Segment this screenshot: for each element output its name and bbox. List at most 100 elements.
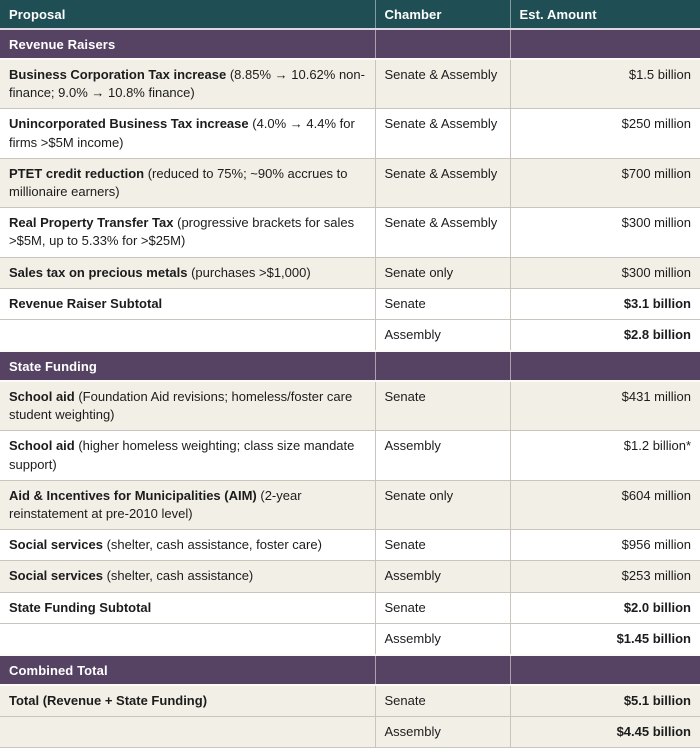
proposal-cell: Aid & Incentives for Municipalities (AIM… bbox=[0, 480, 376, 531]
proposal-name: State Funding Subtotal bbox=[9, 599, 152, 615]
proposal-name: Real Property Transfer Tax bbox=[9, 215, 174, 231]
amount-cell: $1.45 billion bbox=[510, 623, 700, 656]
proposal-detail: (2-year reinstatement at pre-2010 level) bbox=[9, 487, 302, 521]
chamber-cell: Senate bbox=[375, 288, 511, 320]
chamber-cell: Assembly bbox=[375, 430, 511, 481]
amount-cell: $700 million bbox=[510, 158, 700, 209]
proposal-name: Unincorporated Business Tax increase bbox=[9, 116, 249, 132]
proposal-name: Social services bbox=[9, 568, 103, 584]
table-row: School aid (Foundation Aid revisions; ho… bbox=[0, 381, 700, 432]
proposal-name: School aid bbox=[9, 389, 75, 405]
proposal-name: Social services bbox=[9, 537, 103, 553]
amount-cell: $300 million bbox=[510, 257, 700, 289]
proposal-name: Aid & Incentives for Municipalities (AIM… bbox=[9, 487, 257, 503]
proposal-cell: Unincorporated Business Tax increase (4.… bbox=[0, 108, 376, 159]
amount-cell: $2.8 billion bbox=[510, 319, 700, 352]
section-empty-cell bbox=[510, 350, 700, 383]
proposal-cell: Revenue Raiser Subtotal bbox=[0, 288, 376, 320]
proposal-detail: (8.85% → 10.62% non-finance; 9.0% → 10.8… bbox=[9, 67, 365, 101]
proposal-detail: (Foundation Aid revisions; homeless/fost… bbox=[9, 389, 353, 423]
table-header-row: Proposal Chamber Est. Amount bbox=[0, 0, 700, 30]
table-row: School aid (higher homeless weighting; c… bbox=[0, 430, 700, 481]
proposal-name: Sales tax on precious metals bbox=[9, 264, 188, 280]
section-empty-cell bbox=[375, 28, 511, 60]
proposal-detail: (progressive brackets for sales >$5M, up… bbox=[9, 215, 355, 249]
table-row: Assembly $1.45 billion bbox=[0, 623, 700, 656]
proposal-cell: PTET credit reduction (reduced to 75%; ~… bbox=[0, 158, 376, 209]
proposal-cell: Total (Revenue + State Funding) bbox=[0, 684, 376, 718]
section-header-row: Combined Total bbox=[0, 653, 700, 686]
section-title: State Funding bbox=[0, 350, 376, 383]
table-row: Social services (shelter, cash assistanc… bbox=[0, 560, 700, 593]
proposal-detail: (shelter, cash assistance) bbox=[102, 568, 254, 584]
amount-cell: $956 million bbox=[510, 529, 700, 562]
proposal-detail: (reduced to 75%; ~90% accrues to million… bbox=[9, 165, 348, 199]
chamber-cell: Assembly bbox=[375, 716, 511, 748]
amount-cell: $604 million bbox=[510, 480, 700, 531]
column-header-chamber: Chamber bbox=[375, 0, 511, 30]
section-header-row: State Funding bbox=[0, 350, 700, 383]
chamber-cell: Senate bbox=[375, 592, 511, 624]
proposal-cell bbox=[0, 716, 376, 748]
section-empty-cell bbox=[510, 653, 700, 686]
proposal-cell: Business Corporation Tax increase (8.85%… bbox=[0, 59, 376, 110]
proposal-cell: Real Property Transfer Tax (progressive … bbox=[0, 207, 376, 258]
amount-cell: $1.5 billion bbox=[510, 59, 700, 110]
proposal-name: Total (Revenue + State Funding) bbox=[9, 692, 208, 708]
proposal-cell: Social services (shelter, cash assistanc… bbox=[0, 560, 376, 593]
section-header-row: Revenue Raisers bbox=[0, 28, 700, 60]
proposal-detail: (higher homeless weighting; class size m… bbox=[9, 438, 355, 472]
column-header-proposal: Proposal bbox=[0, 0, 376, 30]
proposal-name: PTET credit reduction bbox=[9, 165, 145, 181]
section-title: Combined Total bbox=[0, 653, 376, 686]
column-header-est-amount: Est. Amount bbox=[510, 0, 700, 30]
amount-cell: $431 million bbox=[510, 381, 700, 432]
proposal-name: Revenue Raiser Subtotal bbox=[9, 295, 163, 311]
table-row: Total (Revenue + State Funding) Senate $5.… bbox=[0, 684, 700, 718]
chamber-cell: Senate bbox=[375, 381, 511, 432]
table-row: Social services (shelter, cash assistanc… bbox=[0, 529, 700, 562]
proposal-name: School aid bbox=[9, 438, 75, 454]
amount-cell: $253 million bbox=[510, 560, 700, 593]
chamber-cell: Senate bbox=[375, 529, 511, 562]
table-row: Assembly $4.45 billion bbox=[0, 716, 700, 748]
proposal-cell: State Funding Subtotal bbox=[0, 592, 376, 624]
chamber-cell: Senate & Assembly bbox=[375, 158, 511, 209]
table-row: Revenue Raiser Subtotal Senate $3.1 billio… bbox=[0, 288, 700, 320]
proposal-detail: (4.0% → 4.4% for firms >$5M income) bbox=[9, 116, 355, 150]
chamber-cell: Assembly bbox=[375, 623, 511, 656]
table-row: PTET credit reduction (reduced to 75%; ~… bbox=[0, 158, 700, 209]
section-title: Revenue Raisers bbox=[0, 28, 376, 60]
chamber-cell: Senate & Assembly bbox=[375, 59, 511, 110]
amount-cell: $5.1 billion bbox=[510, 684, 700, 718]
proposal-cell: Social services (shelter, cash assistanc… bbox=[0, 529, 376, 562]
amount-cell: $3.1 billion bbox=[510, 288, 700, 320]
amount-cell: $2.0 billion bbox=[510, 592, 700, 624]
proposal-cell: Sales tax on precious metals (purchases … bbox=[0, 257, 376, 289]
table-row: Unincorporated Business Tax increase (4.… bbox=[0, 108, 700, 159]
proposal-cell: School aid (Foundation Aid revisions; ho… bbox=[0, 381, 376, 432]
proposal-detail: (shelter, cash assistance, foster care) bbox=[102, 537, 322, 553]
proposal-cell bbox=[0, 319, 376, 352]
table-row: Assembly $2.8 billion bbox=[0, 319, 700, 352]
proposal-detail: (purchases >$1,000) bbox=[187, 264, 311, 280]
chamber-cell: Assembly bbox=[375, 319, 511, 352]
table-row: Sales tax on precious metals (purchases … bbox=[0, 257, 700, 289]
section-empty-cell bbox=[375, 653, 511, 686]
chamber-cell: Senate bbox=[375, 684, 511, 718]
amount-cell: $250 million bbox=[510, 108, 700, 159]
proposal-cell bbox=[0, 623, 376, 656]
table-row: Aid & Incentives for Municipalities (AIM… bbox=[0, 480, 700, 531]
chamber-cell: Senate & Assembly bbox=[375, 207, 511, 258]
table-row: State Funding Subtotal Senate $2.0 billion bbox=[0, 592, 700, 624]
amount-cell: $4.45 billion bbox=[510, 716, 700, 748]
proposal-name: Business Corporation Tax increase bbox=[9, 67, 227, 82]
chamber-cell: Senate & Assembly bbox=[375, 108, 511, 159]
table-row: Business Corporation Tax increase (8.85%… bbox=[0, 59, 700, 110]
amount-cell: $300 million bbox=[510, 207, 700, 258]
table-row: Real Property Transfer Tax (progressive … bbox=[0, 207, 700, 258]
chamber-cell: Assembly bbox=[375, 560, 511, 593]
section-empty-cell bbox=[510, 28, 700, 60]
chamber-cell: Senate only bbox=[375, 480, 511, 531]
